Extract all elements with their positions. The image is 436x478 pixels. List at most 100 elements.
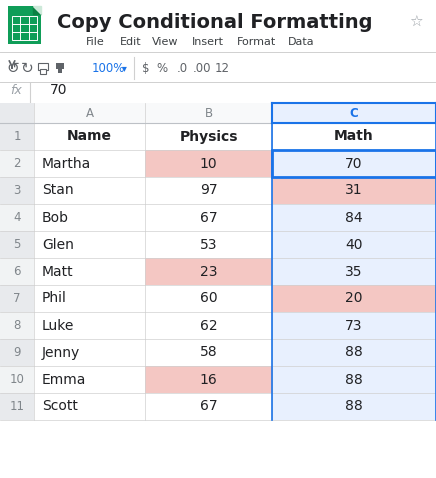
Text: Edit: Edit bbox=[120, 37, 142, 47]
Bar bbox=[34, 366, 145, 393]
Text: 62: 62 bbox=[200, 318, 217, 333]
Bar bbox=[0, 0, 436, 52]
Text: 70: 70 bbox=[345, 156, 363, 171]
Text: Luke: Luke bbox=[42, 318, 75, 333]
Bar bbox=[58, 69, 62, 73]
Text: 12: 12 bbox=[215, 62, 229, 75]
Bar bbox=[145, 366, 272, 393]
Text: 53: 53 bbox=[200, 238, 217, 251]
Text: 88: 88 bbox=[345, 346, 363, 359]
Bar bbox=[0, 366, 34, 393]
Bar bbox=[8, 6, 41, 44]
Text: 20: 20 bbox=[345, 292, 363, 305]
Bar bbox=[145, 231, 272, 258]
Bar bbox=[272, 231, 436, 258]
Text: Copy Conditional Formatting: Copy Conditional Formatting bbox=[57, 12, 373, 32]
Polygon shape bbox=[33, 6, 41, 14]
Text: 60: 60 bbox=[200, 292, 217, 305]
Bar bbox=[145, 177, 272, 204]
Bar bbox=[56, 63, 64, 69]
Text: 31: 31 bbox=[345, 184, 363, 197]
Text: File: File bbox=[85, 37, 104, 47]
Bar bbox=[34, 339, 145, 366]
Text: $: $ bbox=[142, 62, 150, 75]
Text: B: B bbox=[204, 107, 213, 120]
Text: .0: .0 bbox=[177, 62, 187, 75]
Bar bbox=[34, 177, 145, 204]
Bar bbox=[34, 103, 145, 123]
Text: 3: 3 bbox=[14, 184, 20, 197]
Bar bbox=[272, 312, 436, 339]
Bar bbox=[145, 103, 272, 123]
Bar bbox=[0, 123, 34, 150]
Text: Stan: Stan bbox=[42, 184, 74, 197]
Text: .00: .00 bbox=[193, 62, 211, 75]
Text: 2: 2 bbox=[13, 157, 21, 170]
Bar bbox=[145, 258, 272, 285]
Bar bbox=[0, 258, 34, 285]
Bar bbox=[272, 366, 436, 393]
Bar bbox=[0, 52, 436, 82]
Text: Format: Format bbox=[236, 37, 276, 47]
Bar bbox=[272, 150, 436, 177]
Bar bbox=[0, 231, 34, 258]
Text: C: C bbox=[350, 107, 358, 120]
Text: 9: 9 bbox=[13, 346, 21, 359]
Text: 88: 88 bbox=[345, 372, 363, 387]
Bar bbox=[34, 150, 145, 177]
Text: 5: 5 bbox=[14, 238, 20, 251]
Bar bbox=[0, 393, 34, 420]
Bar bbox=[145, 204, 272, 231]
Text: ↻: ↻ bbox=[20, 61, 34, 76]
Text: 8: 8 bbox=[14, 319, 20, 332]
Text: 67: 67 bbox=[200, 400, 217, 413]
Text: Matt: Matt bbox=[42, 264, 74, 279]
Bar bbox=[145, 285, 272, 312]
Text: ▾: ▾ bbox=[122, 63, 126, 73]
Text: A: A bbox=[85, 107, 93, 120]
Text: 58: 58 bbox=[200, 346, 217, 359]
Text: Math: Math bbox=[334, 130, 374, 143]
Bar bbox=[34, 258, 145, 285]
Text: Physics: Physics bbox=[179, 130, 238, 143]
Text: 67: 67 bbox=[200, 210, 217, 225]
Text: Insert: Insert bbox=[192, 37, 224, 47]
Bar bbox=[0, 285, 34, 312]
Text: Martha: Martha bbox=[42, 156, 91, 171]
Text: Scott: Scott bbox=[42, 400, 78, 413]
Text: Name: Name bbox=[67, 130, 112, 143]
Text: ↺: ↺ bbox=[7, 61, 19, 76]
Text: 40: 40 bbox=[345, 238, 363, 251]
Bar bbox=[34, 393, 145, 420]
Bar bbox=[272, 103, 436, 123]
Text: 10: 10 bbox=[10, 373, 24, 386]
Bar bbox=[34, 312, 145, 339]
Bar bbox=[0, 103, 436, 123]
Text: 35: 35 bbox=[345, 264, 363, 279]
Text: 100%: 100% bbox=[91, 62, 125, 75]
Bar bbox=[145, 150, 272, 177]
Text: 1: 1 bbox=[13, 130, 21, 143]
Bar bbox=[12, 16, 37, 40]
Bar bbox=[145, 123, 272, 150]
Bar bbox=[272, 258, 436, 285]
Bar bbox=[0, 177, 34, 204]
Bar bbox=[0, 312, 34, 339]
Bar bbox=[272, 123, 436, 150]
Text: ☆: ☆ bbox=[409, 14, 423, 30]
Bar bbox=[272, 204, 436, 231]
Text: %: % bbox=[157, 62, 167, 75]
Text: 7: 7 bbox=[13, 292, 21, 305]
Text: 70: 70 bbox=[50, 83, 68, 97]
Text: 88: 88 bbox=[345, 400, 363, 413]
Text: View: View bbox=[152, 37, 178, 47]
Bar bbox=[34, 285, 145, 312]
Bar bbox=[272, 177, 436, 204]
Polygon shape bbox=[33, 6, 41, 14]
Bar bbox=[272, 393, 436, 420]
Bar bbox=[0, 204, 34, 231]
Text: 4: 4 bbox=[13, 211, 21, 224]
Bar bbox=[272, 339, 436, 366]
Text: Bob: Bob bbox=[42, 210, 69, 225]
Text: Emma: Emma bbox=[42, 372, 86, 387]
